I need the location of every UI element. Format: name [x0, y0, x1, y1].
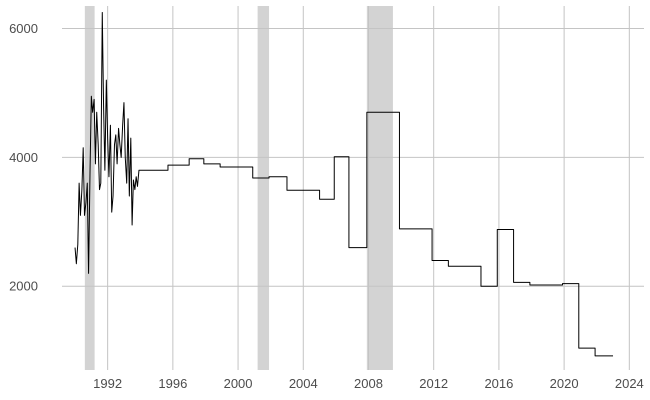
x-axis-tick-labels: 1992 1996 2000 2004 2008 2012 2016 2020 2024	[93, 376, 644, 391]
shaded-period-2	[366, 6, 393, 370]
x-tick-label: 2004	[289, 376, 318, 391]
y-tick-label: 2000	[9, 279, 38, 294]
x-tick-label: 2020	[550, 376, 579, 391]
x-tick-label: 2000	[224, 376, 253, 391]
y-axis-tick-labels: 2000 4000 6000	[9, 21, 38, 294]
x-tick-label: 2012	[419, 376, 448, 391]
x-tick-label: 1992	[93, 376, 122, 391]
shaded-period-1	[257, 6, 270, 370]
y-tick-label: 4000	[9, 150, 38, 165]
x-tick-label: 1996	[158, 376, 187, 391]
x-tick-label: 2016	[484, 376, 513, 391]
recession-shading	[84, 6, 393, 370]
series-layer	[74, 11, 614, 357]
gridlines	[62, 6, 644, 370]
series-line-0	[74, 11, 614, 357]
y-tick-label: 6000	[9, 21, 38, 36]
x-tick-label: 2008	[354, 376, 383, 391]
x-tick-label: 2024	[615, 376, 644, 391]
